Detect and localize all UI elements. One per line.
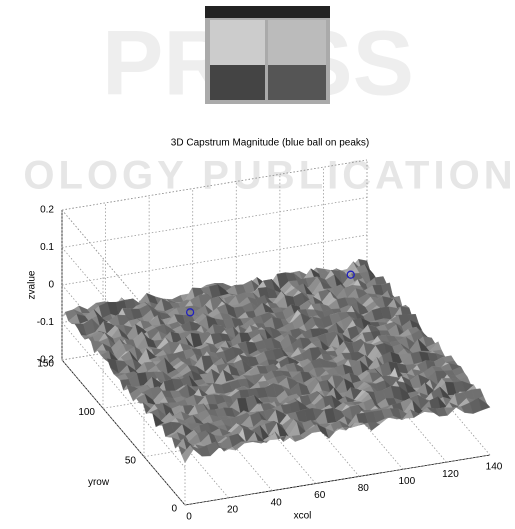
x-tick-label: 80 <box>358 483 370 494</box>
y-axis-label: yrow <box>88 477 110 488</box>
x-tick-label: 60 <box>314 490 326 501</box>
z-tick-label: -0.2 <box>37 355 55 366</box>
surface <box>62 259 490 463</box>
thumbnail-image <box>205 6 330 104</box>
y-tick-label: 0 <box>171 504 177 515</box>
x-tick-label: 20 <box>227 504 239 515</box>
x-axis-label: xcol <box>294 511 312 522</box>
x-tick-label: 0 <box>186 512 192 523</box>
y-tick-label: 100 <box>78 407 95 418</box>
y-tick-label: 50 <box>125 455 137 466</box>
chart-title: 3D Capstrum Magnitude (blue ball on peak… <box>171 138 369 149</box>
x-tick-label: 100 <box>399 476 416 487</box>
x-tick-label: 140 <box>486 462 503 473</box>
z-tick-label: 0.1 <box>40 242 54 253</box>
grid-line <box>185 455 490 505</box>
grid-line <box>62 198 367 248</box>
x-tick-label: 40 <box>271 497 283 508</box>
watermark: OLOGY PUBLICATION <box>23 154 515 198</box>
plot: 020406080100120140050100150-0.2-0.100.10… <box>27 160 503 523</box>
z-axis-label: zvalue <box>27 270 38 299</box>
z-tick-label: 0.2 <box>40 205 54 216</box>
x-tick-label: 120 <box>442 469 459 480</box>
z-tick-label: -0.1 <box>37 317 55 328</box>
figure: PRESS OLOGY PUBLICATION 3D Capstrum Magn… <box>0 0 515 529</box>
z-tick-label: 0 <box>48 280 54 291</box>
